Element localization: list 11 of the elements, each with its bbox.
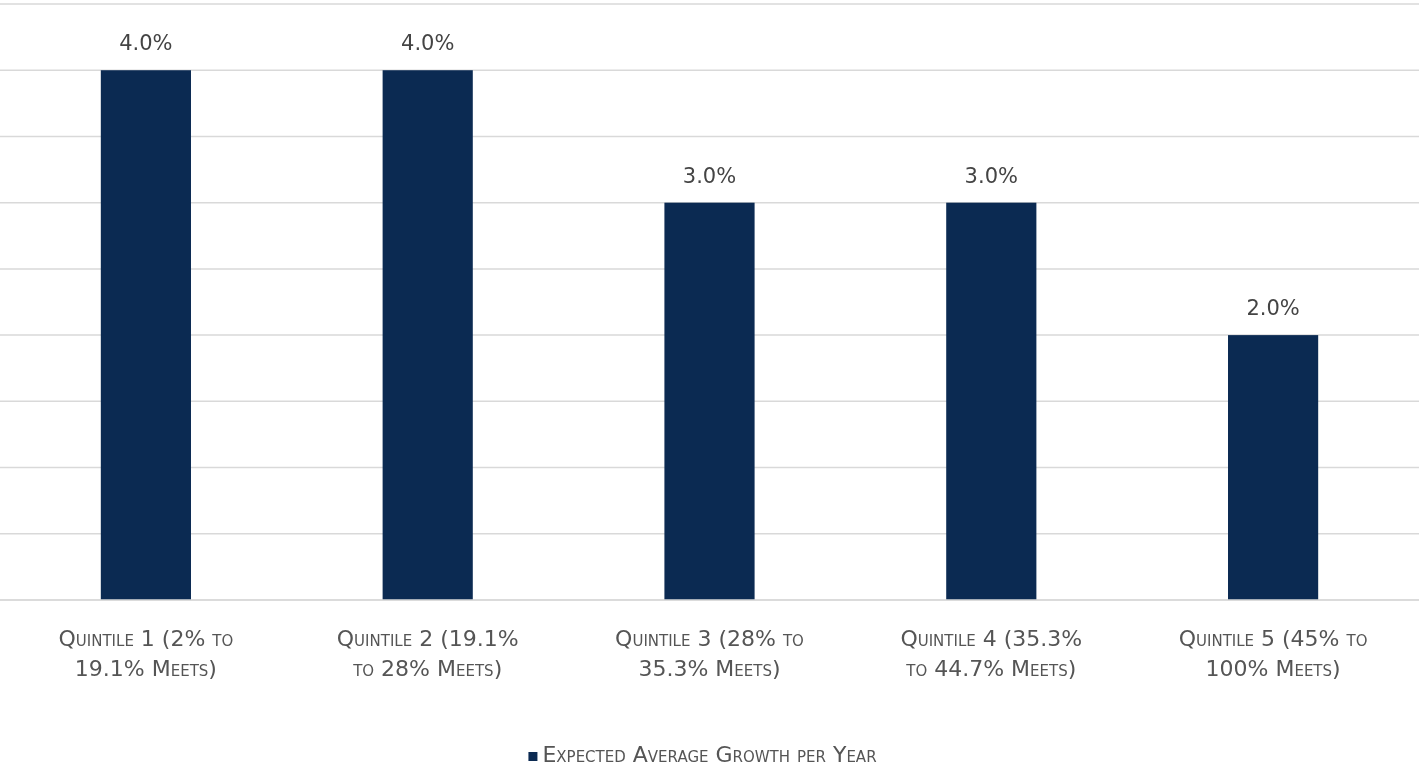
data-label: 4.0% xyxy=(119,31,173,56)
data-label: 3.0% xyxy=(964,163,1018,188)
data-label: 3.0% xyxy=(682,163,737,188)
x-tick-label: Quintile 2 (19.1% to 28% Meets) xyxy=(336,626,519,681)
data-label: 4.0% xyxy=(401,31,455,56)
legend-label: Expected Average Growth per Year xyxy=(542,742,877,767)
x-tick-label: Quintile 1 (2% to 19.1% Meets) xyxy=(58,626,234,681)
data-label: 2.0% xyxy=(1246,296,1300,321)
x-tick-label: Quintile 4 (35.3% to 44.7% Meets) xyxy=(900,626,1083,681)
x-tick-label: Quintile 3 (28% to 35.3% Meets) xyxy=(615,626,804,681)
x-tick-label: Quintile 5 (45% to 100% Meets) xyxy=(1178,626,1368,681)
